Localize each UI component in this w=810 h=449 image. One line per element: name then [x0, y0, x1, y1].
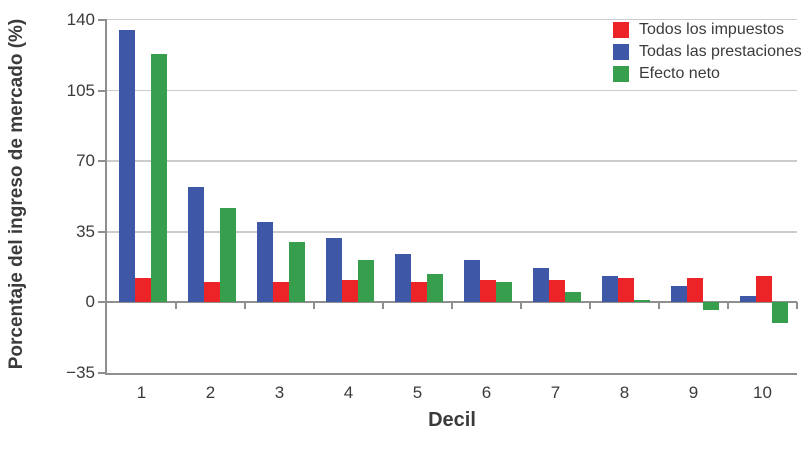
- bar: [273, 282, 289, 303]
- legend-item: Todos los impuestos: [613, 19, 802, 41]
- bar: [549, 280, 565, 303]
- x-axis-tick: [727, 302, 729, 310]
- x-tick-label: 5: [412, 383, 423, 402]
- y-axis-tick: [98, 160, 107, 163]
- bar: [342, 280, 358, 303]
- x-axis-tick: [589, 302, 591, 310]
- y-axis-tick: [98, 89, 107, 92]
- y-tick-label: 105: [66, 80, 95, 100]
- legend-item: Efecto neto: [613, 63, 802, 85]
- bar: [740, 296, 756, 303]
- bar: [427, 274, 443, 303]
- x-tick-label: 9: [688, 383, 699, 402]
- x-tick-label: 1: [136, 383, 147, 402]
- legend-label: Efecto neto: [639, 65, 720, 82]
- y-tick-label: 35: [76, 221, 95, 241]
- x-tick-label: 4: [343, 383, 354, 402]
- bar: [151, 54, 167, 303]
- bar: [257, 221, 273, 303]
- x-tick-label: 3: [274, 383, 285, 402]
- y-tick-label: 0: [85, 292, 95, 312]
- bar: [703, 302, 719, 311]
- bar: [220, 207, 236, 303]
- bar: [464, 260, 480, 303]
- y-axis-tick: [98, 19, 107, 21]
- bar: [119, 30, 135, 303]
- legend-label: Todos los impuestos: [639, 21, 784, 38]
- x-axis-tick: [520, 302, 522, 310]
- bar: [772, 302, 788, 323]
- gridline: [107, 231, 797, 233]
- y-axis-title: Porcentaje del ingreso de mercado (%): [6, 18, 27, 370]
- y-tick-label: −35: [66, 363, 95, 382]
- x-axis-tick: [451, 302, 453, 310]
- x-tick-label: 6: [481, 383, 492, 402]
- bar: [533, 268, 549, 303]
- bar: [326, 237, 342, 303]
- gridline: [107, 89, 797, 92]
- x-tick-label: 2: [205, 383, 216, 402]
- bar: [188, 187, 204, 303]
- x-axis-tick: [244, 302, 246, 310]
- legend-swatch-icon: [613, 22, 629, 38]
- legend-label: Todas las prestaciones: [639, 43, 802, 60]
- bar: [634, 300, 650, 303]
- legend-swatch-icon: [613, 66, 629, 82]
- x-axis-title: Decil: [428, 409, 476, 431]
- legend-swatch-icon: [613, 44, 629, 60]
- x-axis-tick: [382, 302, 384, 310]
- bar: [602, 276, 618, 303]
- y-axis-tick: [98, 301, 107, 304]
- bar: [289, 241, 305, 303]
- x-tick-label: 7: [550, 383, 561, 402]
- bar: [204, 282, 220, 303]
- y-axis-tick: [98, 230, 107, 233]
- bar: [756, 276, 772, 303]
- plot-area: 140 105 70 35 0 −35 1 2 3 4 5 6 7 8 9 10: [66, 10, 798, 402]
- bar: [135, 278, 151, 303]
- bar: [671, 286, 687, 303]
- bar: [480, 280, 496, 303]
- bar: [358, 260, 374, 303]
- x-tick-label: 10: [753, 383, 772, 402]
- bar: [395, 253, 411, 303]
- x-axis-tick: [796, 302, 798, 310]
- bar: [496, 282, 512, 303]
- bar: [411, 282, 427, 303]
- bar: [565, 292, 581, 303]
- legend: Todos los impuestos Todas las prestacione…: [613, 19, 802, 85]
- gridline: [107, 160, 797, 162]
- y-tick-label: 140: [66, 10, 95, 29]
- legend-item: Todas las prestaciones: [613, 41, 802, 63]
- y-axis-tick: [98, 372, 107, 374]
- x-axis-tick: [175, 302, 177, 310]
- bar: [687, 278, 703, 303]
- x-tick-label: 8: [619, 383, 630, 402]
- y-tick-label: 70: [76, 151, 95, 171]
- bar: [618, 278, 634, 303]
- x-axis-tick: [313, 302, 315, 310]
- x-axis-tick: [658, 302, 660, 310]
